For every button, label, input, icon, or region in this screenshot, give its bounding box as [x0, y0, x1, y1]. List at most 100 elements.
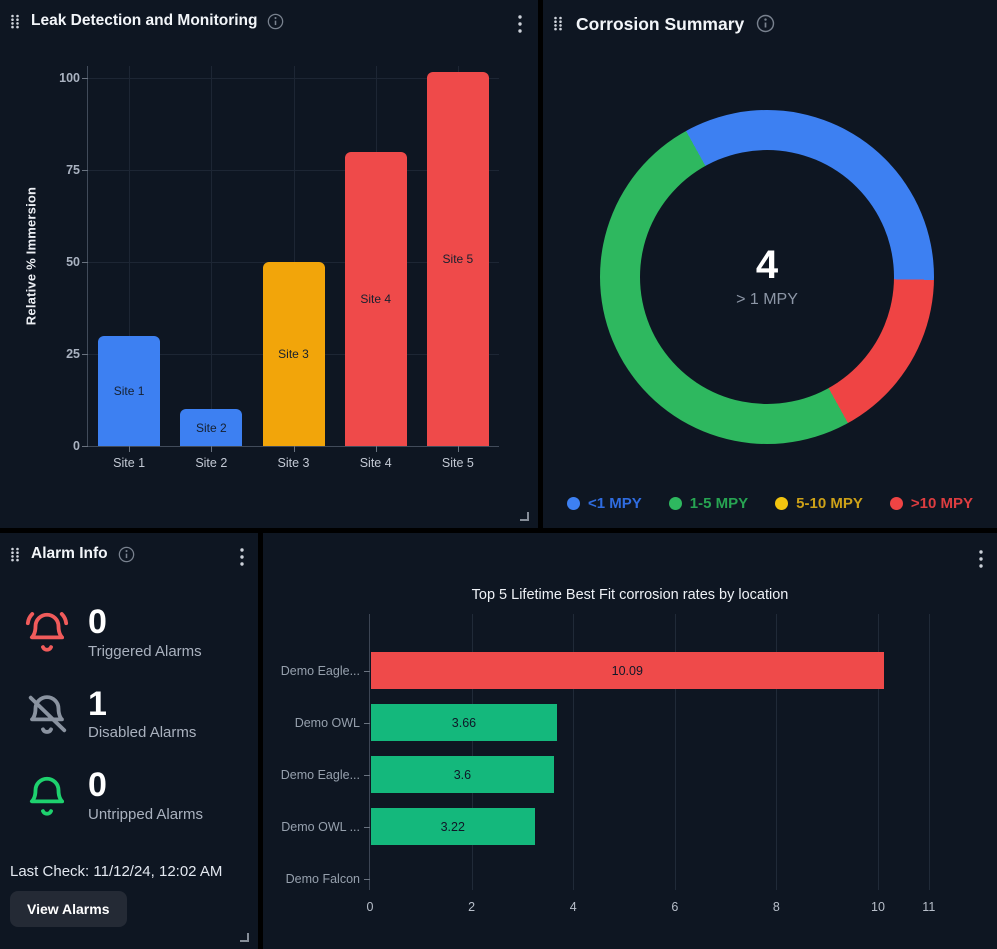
category-label: Demo OWL ... — [281, 819, 360, 834]
resize-handle[interactable] — [520, 512, 529, 521]
bar-label: Site 2 — [195, 420, 227, 435]
legend-item-1MPY[interactable]: <1 MPY — [567, 495, 642, 512]
donut-hole — [640, 150, 894, 404]
bar-demo-owl-[interactable]: 3.22 — [371, 808, 535, 845]
gridline — [471, 614, 473, 890]
gridline — [573, 614, 575, 890]
info-icon[interactable] — [756, 14, 775, 33]
drag-handle-icon[interactable] — [9, 547, 21, 562]
legend-item-5-10MPY[interactable]: 5-10 MPY — [775, 495, 863, 512]
leak-bar-chart: 0 25 50 75 100 Site 1 Site 1 Site 2 Site 2 Site 3… — [59, 66, 499, 470]
x-tick-label: 11 — [922, 900, 936, 914]
bar-label: Site 5 — [442, 252, 474, 267]
triggered-alarms-label: Triggered Alarms — [88, 642, 202, 660]
legend-label: 1-5 MPY — [689, 495, 749, 512]
bar-site-5[interactable]: Site 5 — [426, 72, 489, 446]
disabled-alarms-count: 1 — [88, 684, 107, 723]
x-tick-label: 6 — [671, 900, 679, 914]
x-tick-label: 10 — [871, 900, 885, 914]
bar-value-label: 10.09 — [611, 663, 643, 678]
legend-dot — [567, 497, 581, 510]
bar-label: Site 3 — [278, 347, 309, 361]
bar-site-4[interactable]: Site 4 — [344, 151, 407, 446]
x-tick-mark — [293, 446, 295, 452]
bar-demo-eagle-[interactable]: 3.6 — [371, 756, 554, 793]
x-tick-label: Site 1 — [113, 456, 146, 470]
alarm-row-untripped: 0 Untripped Alarms — [24, 768, 203, 823]
y-tick-mark — [364, 670, 370, 672]
panel-title: Alarm Info — [31, 545, 108, 562]
alarm-text: 1 Disabled Alarms — [88, 684, 197, 742]
legend-item-10MPY[interactable]: >10 MPY — [889, 495, 973, 512]
panel-alarm-info: Alarm Info — [0, 533, 258, 949]
y-tick-label: 25 — [66, 347, 80, 361]
info-icon[interactable] — [267, 13, 284, 30]
y-tick-label: 75 — [66, 163, 80, 177]
y-tick-label: 0 — [73, 439, 80, 453]
drag-handle-icon[interactable] — [9, 14, 21, 29]
panel-title: Corrosion Summary — [576, 13, 745, 34]
y-tick-mark — [82, 446, 88, 447]
panel-leak-detection: Leak Detection and Monitoring Relative %… — [0, 0, 538, 528]
gridline — [878, 614, 879, 890]
x-tick-mark — [129, 446, 131, 452]
kebab-menu-icon[interactable] — [514, 13, 526, 35]
bar-label: Site 4 — [360, 291, 392, 306]
legend-dot — [668, 497, 682, 510]
panel-header: Corrosion Summary — [543, 0, 997, 33]
y-tick-label: 50 — [66, 255, 80, 269]
x-tick-label: Site 2 — [195, 456, 228, 470]
alarm-row-disabled: 1 Disabled Alarms — [24, 684, 203, 742]
alarm-text: 0 Triggered Alarms — [88, 603, 202, 660]
kebab-menu-icon[interactable] — [236, 546, 248, 568]
resize-handle[interactable] — [240, 933, 249, 942]
legend-dot — [775, 497, 789, 510]
untripped-alarms-count: 0 — [88, 766, 107, 805]
category-label: Demo Eagle... — [280, 663, 360, 678]
bar-site-3[interactable]: Site 3 — [262, 262, 325, 446]
disabled-alarms-label: Disabled Alarms — [88, 724, 197, 742]
x-tick-label: 2 — [468, 900, 476, 914]
drag-handle-icon[interactable] — [552, 16, 564, 31]
corrosion-donut-chart[interactable]: 4 > 1 MPY — [600, 110, 934, 444]
bar-label: Site 1 — [113, 383, 145, 398]
x-tick-label: 4 — [569, 900, 577, 914]
y-tick-mark — [364, 878, 370, 880]
y-tick-label: 100 — [59, 71, 80, 85]
kebab-menu-icon[interactable] — [975, 548, 987, 570]
view-alarms-button[interactable]: View Alarms — [10, 891, 127, 927]
bar-site-2[interactable]: Site 2 — [180, 409, 243, 446]
legend-label: >10 MPY — [910, 495, 973, 512]
legend-label: 5-10 MPY — [796, 495, 863, 512]
last-check-text: Last Check: 11/12/24, 12:02 AM — [10, 863, 223, 880]
panel-top5-corrosion: Top 5 Lifetime Best Fit corrosion rates … — [263, 533, 997, 949]
bar-site-1[interactable]: Site 1 — [98, 335, 161, 446]
category-label: Demo Falcon — [285, 871, 360, 886]
gridline — [129, 66, 131, 446]
gridline — [211, 66, 213, 446]
donut-legend: <1 MPY 1-5 MPY 5-10 MPY >10 MPY — [543, 495, 997, 512]
panel-corrosion-summary: Corrosion Summary 4 > 1 MPY <1 MPY 1-5 MP… — [543, 0, 997, 528]
legend-label: <1 MPY — [588, 495, 642, 512]
triggered-alarms-count: 0 — [88, 603, 107, 641]
bell-icon — [24, 773, 70, 819]
y-tick-mark — [364, 722, 370, 724]
panel-header: Leak Detection and Monitoring — [0, 0, 538, 30]
bell-ring-icon — [24, 609, 70, 655]
gridline — [674, 614, 676, 890]
bar-demo-eagle-[interactable]: 10.09 — [371, 652, 884, 689]
y-tick-mark — [82, 170, 88, 171]
bar-demo-owl[interactable]: 3.66 — [371, 704, 557, 741]
x-tick-mark — [211, 446, 213, 452]
bar-value-label: 3.22 — [440, 819, 465, 834]
x-tick-mark — [457, 446, 459, 452]
untripped-alarms-label: Untripped Alarms — [88, 806, 204, 824]
bar-value-label: 3.6 — [453, 767, 472, 782]
info-icon[interactable] — [118, 546, 135, 563]
panel-title: Leak Detection and Monitoring — [31, 12, 258, 29]
top5-bar-chart: 0 2 4 6 8 10 11 Demo Eagle... 10.09 Demo OWL 3.66 D… — [281, 614, 943, 914]
legend-item-1-5MPY[interactable]: 1-5 MPY — [668, 495, 749, 512]
alarm-rows: 0 Triggered Alarms 1 Disabled Alarms — [24, 603, 203, 823]
category-label: Demo OWL — [294, 715, 360, 730]
y-tick-mark — [364, 774, 370, 776]
